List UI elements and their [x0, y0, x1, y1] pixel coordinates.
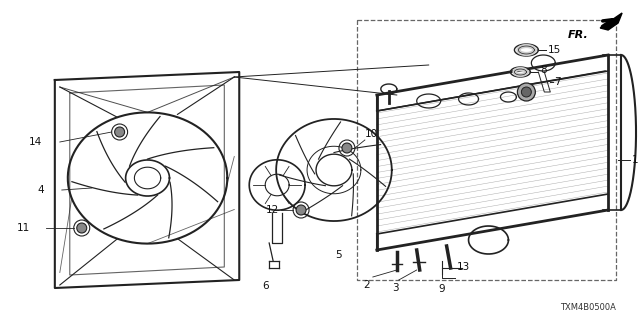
Text: 11: 11	[17, 223, 30, 233]
Text: 14: 14	[29, 137, 42, 147]
Circle shape	[115, 127, 125, 137]
Circle shape	[517, 83, 535, 101]
Text: 1: 1	[632, 155, 639, 165]
Text: 4: 4	[38, 185, 45, 195]
Text: 15: 15	[548, 45, 561, 55]
Text: 5: 5	[335, 250, 342, 260]
Circle shape	[342, 143, 352, 153]
Text: TXM4B0500A: TXM4B0500A	[560, 303, 616, 312]
Text: 12: 12	[266, 205, 279, 215]
Circle shape	[296, 205, 306, 215]
Text: 3: 3	[392, 283, 399, 293]
Text: 6: 6	[262, 281, 269, 291]
Text: FR.: FR.	[568, 30, 588, 40]
Text: 13: 13	[456, 262, 470, 272]
Circle shape	[77, 223, 87, 233]
Text: 7: 7	[554, 77, 561, 87]
Polygon shape	[600, 13, 622, 30]
Text: 2: 2	[364, 280, 370, 290]
Text: 9: 9	[438, 284, 445, 294]
Circle shape	[522, 87, 531, 97]
Text: 10: 10	[365, 129, 378, 139]
Text: 8: 8	[540, 65, 547, 75]
